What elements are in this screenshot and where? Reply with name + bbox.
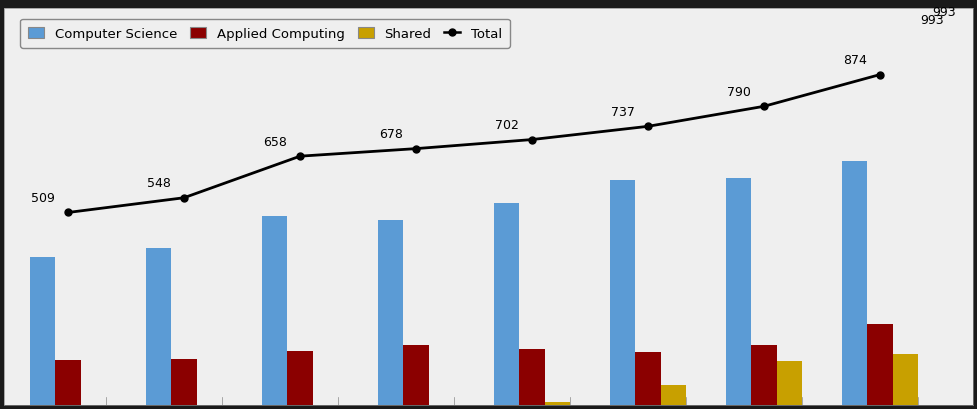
Bar	[519, 349, 545, 405]
Bar	[726, 179, 751, 405]
Bar	[287, 351, 313, 405]
Text: 678: 678	[379, 128, 403, 141]
Legend: Computer Science, Applied Computing, Shared, Total: Computer Science, Applied Computing, Sha…	[21, 20, 510, 49]
Text: 548: 548	[148, 177, 171, 190]
Bar	[610, 180, 635, 405]
Text: 874: 874	[843, 54, 867, 67]
Text: 790: 790	[727, 86, 751, 99]
Bar	[56, 360, 81, 405]
Bar	[868, 325, 893, 405]
Bar	[378, 220, 404, 405]
Text: 658: 658	[263, 135, 287, 148]
Bar	[777, 361, 802, 405]
Bar	[404, 345, 429, 405]
Bar	[545, 402, 571, 405]
Text: 737: 737	[611, 106, 635, 119]
Bar	[893, 354, 918, 405]
Bar	[635, 352, 660, 405]
Bar	[660, 385, 686, 405]
Text: 993: 993	[920, 14, 944, 27]
Text: 993: 993	[932, 6, 956, 19]
Bar	[842, 162, 868, 405]
Bar	[751, 345, 777, 405]
Bar	[171, 360, 196, 405]
Bar	[29, 258, 56, 405]
Bar	[146, 248, 171, 405]
Text: 702: 702	[495, 119, 519, 132]
Bar	[493, 203, 519, 405]
Text: 509: 509	[31, 192, 55, 204]
Bar	[262, 216, 287, 405]
